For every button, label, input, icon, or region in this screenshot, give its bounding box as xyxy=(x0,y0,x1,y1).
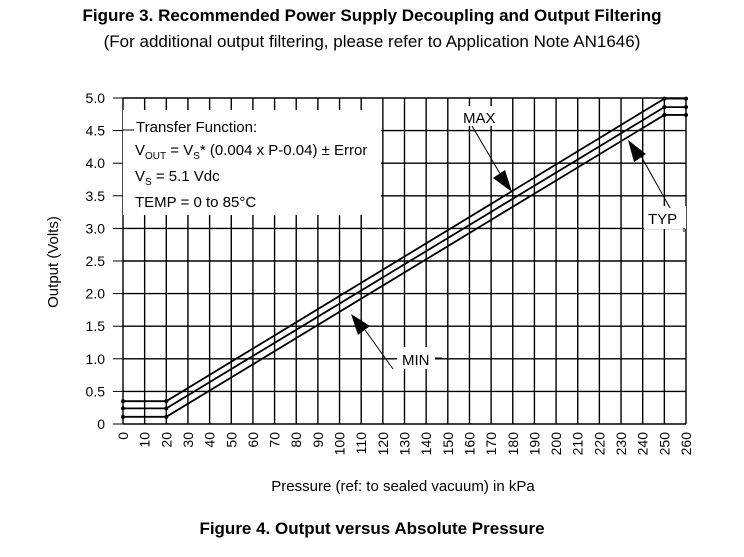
max-annotation: MAX xyxy=(458,106,512,192)
x-tick-label: 170 xyxy=(483,432,499,456)
x-tick-label: 0 xyxy=(115,432,131,440)
typ-annotation: TYP xyxy=(628,140,686,232)
y-tick-label: 0 xyxy=(97,416,105,432)
figure-3-subtitle: (For additional output filtering, please… xyxy=(103,32,641,51)
y-tick-label: 1.5 xyxy=(86,318,106,334)
x-tick-label: 200 xyxy=(548,432,564,456)
x-tick-label: 150 xyxy=(440,432,456,456)
min-annotation: MIN xyxy=(351,314,442,370)
series-point-typ xyxy=(121,406,125,411)
series-line-typ xyxy=(123,106,686,410)
tick-labels: 0 10 20 30 40 50 60 70 80 90 100 110 120 130 140 150 160… xyxy=(86,90,694,455)
x-tick-label: 80 xyxy=(288,432,304,448)
x-tick-label: 180 xyxy=(505,432,521,456)
y-tick-label: 2.5 xyxy=(86,253,106,269)
y-tick-label: 5.0 xyxy=(86,90,106,106)
x-tick-label: 100 xyxy=(332,432,348,456)
typ-arrow-icon xyxy=(628,140,646,162)
x-tick-label: 250 xyxy=(656,432,672,456)
x-axis-label: Pressure (ref: to sealed vacuum) in kPa xyxy=(271,478,535,495)
y-tick-label: 2.0 xyxy=(86,286,106,302)
x-tick-label: 210 xyxy=(570,432,586,456)
y-tick-label: 4.0 xyxy=(86,155,106,171)
x-tick-label: 190 xyxy=(526,432,542,456)
x-tick-label: 160 xyxy=(461,432,477,456)
series-line-min xyxy=(123,114,686,418)
series-point-typ xyxy=(164,406,169,411)
figure-3-title: Figure 3. Recommended Power Supply Decou… xyxy=(82,6,662,25)
series-point-min xyxy=(662,112,667,117)
max-label: MAX xyxy=(463,110,496,127)
x-tick-label: 120 xyxy=(375,432,391,456)
series-point-min xyxy=(684,112,688,117)
x-tick-label: 40 xyxy=(202,432,218,448)
tf-supply-voltage: VS = 5.1 Vdc xyxy=(135,168,220,188)
y-axis-label: Output (Volts) xyxy=(45,216,62,308)
y-tick-label: 4.5 xyxy=(86,123,106,139)
typ-label: TYP xyxy=(648,211,677,228)
series-point-typ xyxy=(662,105,667,110)
series-point-max xyxy=(164,399,169,404)
series-point-max xyxy=(684,96,688,101)
x-tick-label: 50 xyxy=(223,432,239,448)
x-tick-label: 60 xyxy=(245,432,261,448)
y-tick-label: 0.5 xyxy=(86,383,106,399)
x-tick-label: 240 xyxy=(635,432,651,456)
series-point-max xyxy=(662,96,667,101)
x-tick-label: 10 xyxy=(137,432,153,448)
x-tick-label: 130 xyxy=(397,432,413,456)
x-tick-label: 230 xyxy=(613,432,629,456)
x-tick-label: 30 xyxy=(180,432,196,448)
series-point-min xyxy=(121,414,125,419)
tf-equation: VOUT = VS* (0.004 x P-0.04) ± Error xyxy=(135,142,367,162)
min-label: MIN xyxy=(402,352,430,369)
tf-temperature: TEMP = 0 to 85°C xyxy=(135,194,256,211)
series-point-max xyxy=(121,399,125,404)
series-lines xyxy=(121,96,688,419)
x-tick-label: 220 xyxy=(591,432,607,456)
y-tick-label: 3.0 xyxy=(86,220,106,236)
x-tick-label: 140 xyxy=(418,432,434,456)
x-tick-label: 20 xyxy=(158,432,174,448)
min-arrow-icon xyxy=(351,314,370,335)
series-point-typ xyxy=(684,105,688,110)
max-arrow-icon xyxy=(493,170,512,192)
series-line-max xyxy=(123,97,686,403)
x-tick-label: 110 xyxy=(353,432,369,455)
y-tick-label: 3.5 xyxy=(86,188,106,204)
y-tick-label: 1.0 xyxy=(86,351,106,367)
figure-4-caption: Figure 4. Output versus Absolute Pressur… xyxy=(199,519,545,538)
x-tick-label: 260 xyxy=(678,432,694,456)
x-tick-label: 90 xyxy=(310,432,326,448)
tf-heading: Transfer Function: xyxy=(136,119,257,136)
series-point-min xyxy=(164,414,169,419)
x-tick-label: 70 xyxy=(267,432,283,448)
transfer-function-box: Transfer Function: VOUT = VS* (0.004 x P… xyxy=(123,110,381,215)
